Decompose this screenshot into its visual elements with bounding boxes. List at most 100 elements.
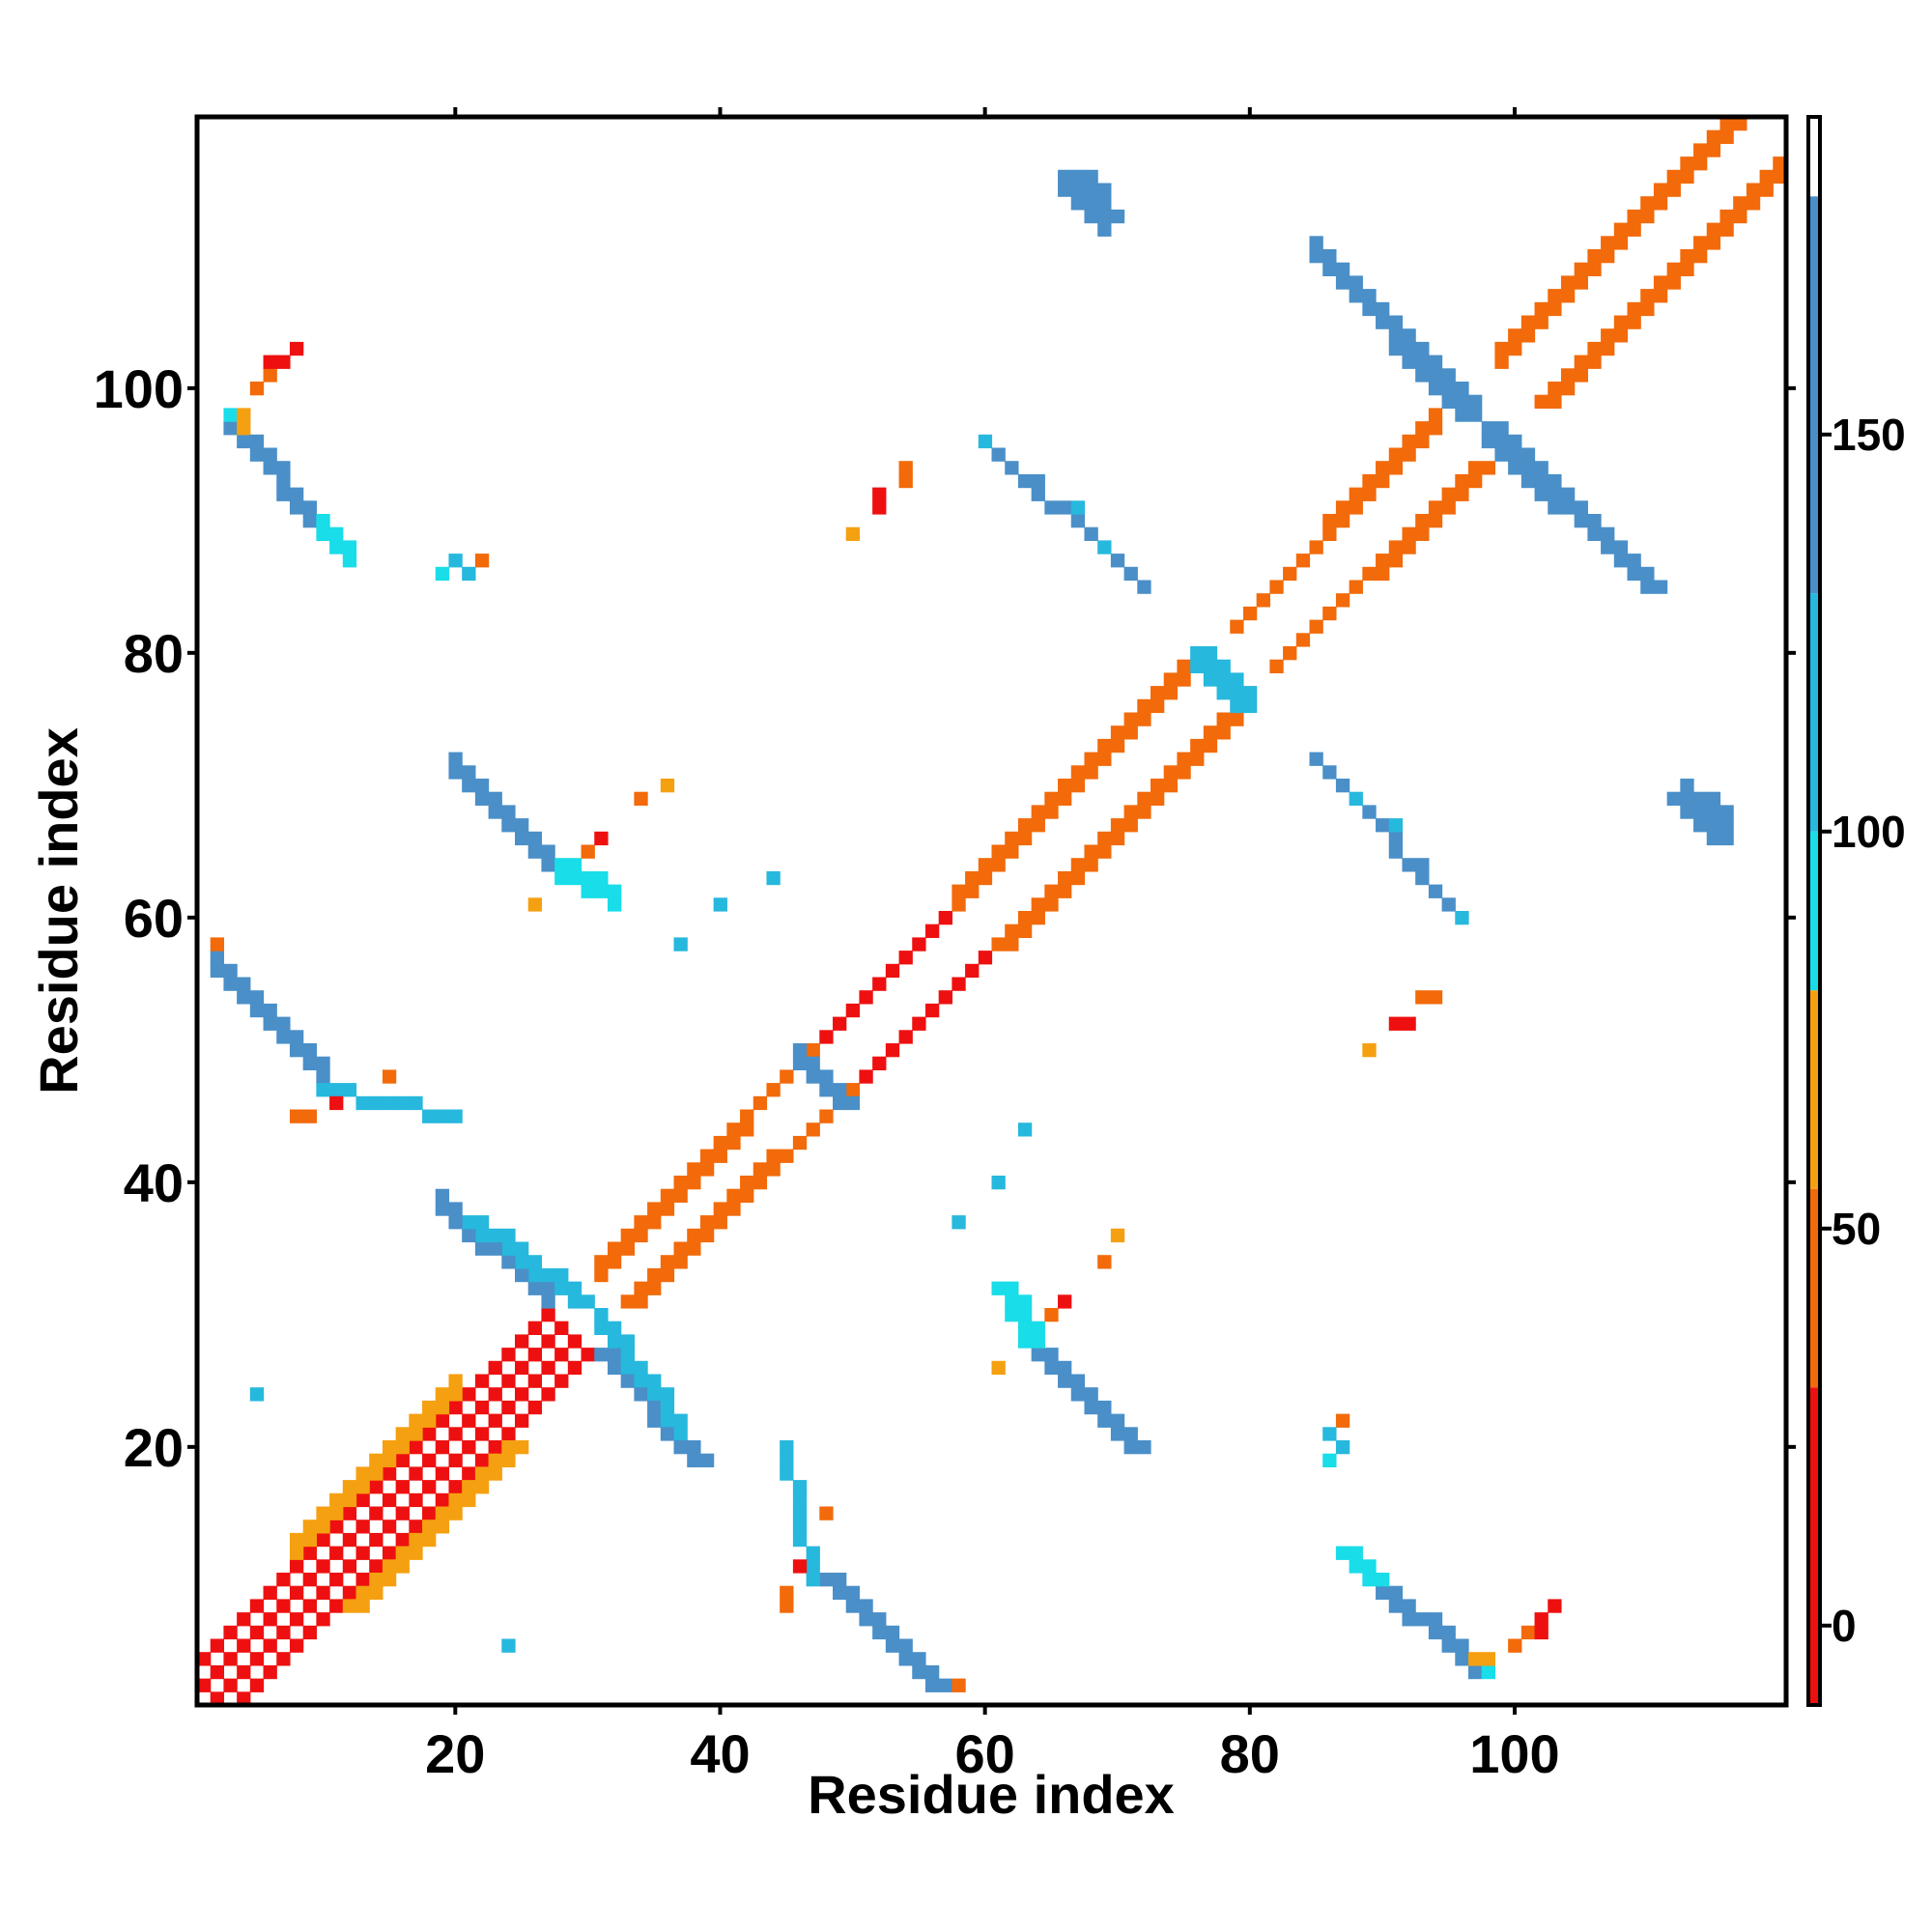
heatmap-cell (965, 870, 980, 886)
heatmap-cell (1680, 249, 1694, 264)
heatmap-cell (1388, 844, 1404, 859)
heatmap-cell (898, 461, 913, 475)
heatmap-cell (1017, 1334, 1033, 1349)
heatmap-cell (1402, 447, 1416, 462)
heatmap-cell (501, 1228, 516, 1243)
heatmap-cell (1388, 831, 1404, 846)
heatmap-cell (515, 1360, 529, 1376)
heatmap-cell (1388, 540, 1404, 554)
heatmap-cell (1548, 301, 1562, 317)
heatmap-cell (515, 1440, 529, 1455)
heatmap-cell (978, 951, 993, 965)
heatmap-cell (1481, 1664, 1496, 1680)
heatmap-cell (647, 1281, 662, 1295)
heatmap-cell (1242, 698, 1258, 714)
heatmap-cell (620, 1334, 635, 1349)
heatmap-cell (1534, 315, 1548, 329)
heatmap-cell (1574, 514, 1588, 528)
heatmap-cell (567, 1360, 582, 1376)
heatmap-cell (435, 1413, 450, 1428)
heatmap-cell (594, 831, 609, 846)
heatmap-cell (1587, 262, 1602, 276)
heatmap-cell (1415, 870, 1430, 886)
heatmap-cell (515, 1255, 529, 1269)
heatmap-cell (699, 1162, 715, 1177)
heatmap-cell (1190, 646, 1205, 661)
heatmap-cell (912, 1016, 926, 1031)
heatmap-cell (409, 1440, 423, 1455)
heatmap-cell (448, 1202, 463, 1216)
heatmap-cell (1376, 566, 1390, 582)
heatmap-cell (607, 897, 622, 912)
heatmap-cell (1455, 1638, 1469, 1653)
heatmap-cell (1031, 911, 1045, 925)
heatmap-cell (1031, 473, 1045, 489)
heatmap-cell (1441, 382, 1456, 396)
heatmap-cell (1190, 659, 1205, 673)
heatmap-cell (780, 1466, 794, 1481)
heatmap-cell (1058, 183, 1072, 197)
heatmap-cell (474, 554, 490, 568)
heatmap-cell (1468, 1664, 1483, 1680)
heatmap-cell (1362, 566, 1377, 582)
heatmap-cell (1005, 844, 1019, 859)
heatmap-cell (1017, 911, 1033, 925)
heatmap-cell (1017, 818, 1033, 833)
heatmap-cell (1680, 169, 1694, 185)
heatmap-cell (1680, 779, 1694, 793)
heatmap-cell (276, 355, 291, 369)
heatmap-cell (342, 1480, 357, 1494)
heatmap-cell (223, 1678, 238, 1692)
heatmap-cell (1587, 355, 1602, 369)
heatmap-cell (1719, 818, 1734, 833)
heatmap-cell (342, 1083, 357, 1097)
heatmap-cell (1110, 554, 1125, 568)
colorbar-bin (1808, 831, 1820, 991)
heatmap-cell (237, 1664, 251, 1680)
heatmap-cell (1163, 779, 1179, 793)
heatmap-cell (1719, 129, 1734, 144)
heatmap-cell (342, 1585, 357, 1600)
heatmap-cell (474, 1228, 490, 1243)
heatmap-cell (1295, 633, 1311, 647)
heatmap-cell (1693, 249, 1708, 264)
heatmap-cell (276, 1625, 291, 1640)
heatmap-cell (448, 752, 463, 766)
heatmap-cell (687, 1162, 701, 1177)
heatmap-cell (1110, 209, 1125, 224)
y-axis-title: Residue index (28, 727, 89, 1094)
heatmap-cell (1349, 289, 1363, 303)
heatmap-cell (289, 487, 304, 501)
heatmap-cell (435, 566, 450, 582)
heatmap-cell (620, 1294, 635, 1309)
heatmap-cell (1335, 275, 1350, 290)
heatmap-cell (634, 1228, 648, 1243)
heatmap-cell (1601, 236, 1615, 250)
heatmap-cell (1388, 554, 1404, 568)
heatmap-cell (845, 1003, 861, 1018)
heatmap-cell (1402, 355, 1416, 369)
heatmap-cell (1230, 698, 1244, 714)
heatmap-cells (197, 117, 1787, 1706)
heatmap-cell (342, 540, 357, 554)
heatmap-cell (263, 447, 277, 462)
heatmap-cell (1613, 540, 1629, 554)
heatmap-cell (448, 1387, 463, 1402)
heatmap-cell (806, 1056, 820, 1070)
heatmap-cell (462, 1413, 476, 1428)
heatmap-cell (263, 355, 277, 369)
heatmap-cell (1428, 408, 1443, 422)
heatmap-cell (1613, 315, 1629, 329)
heatmap-cell (912, 1664, 926, 1680)
heatmap-cell (1693, 805, 1708, 819)
heatmap-cell (912, 937, 926, 952)
heatmap-cell (1044, 805, 1059, 819)
heatmap-cell (594, 884, 609, 898)
heatmap-cell (766, 1083, 781, 1097)
heatmap-cell (1680, 805, 1694, 819)
heatmap-cell (567, 858, 582, 872)
heatmap-cell (527, 1255, 543, 1269)
heatmap-cell (1137, 712, 1151, 726)
heatmap-cell (448, 1453, 463, 1467)
heatmap-cell (554, 1374, 569, 1388)
